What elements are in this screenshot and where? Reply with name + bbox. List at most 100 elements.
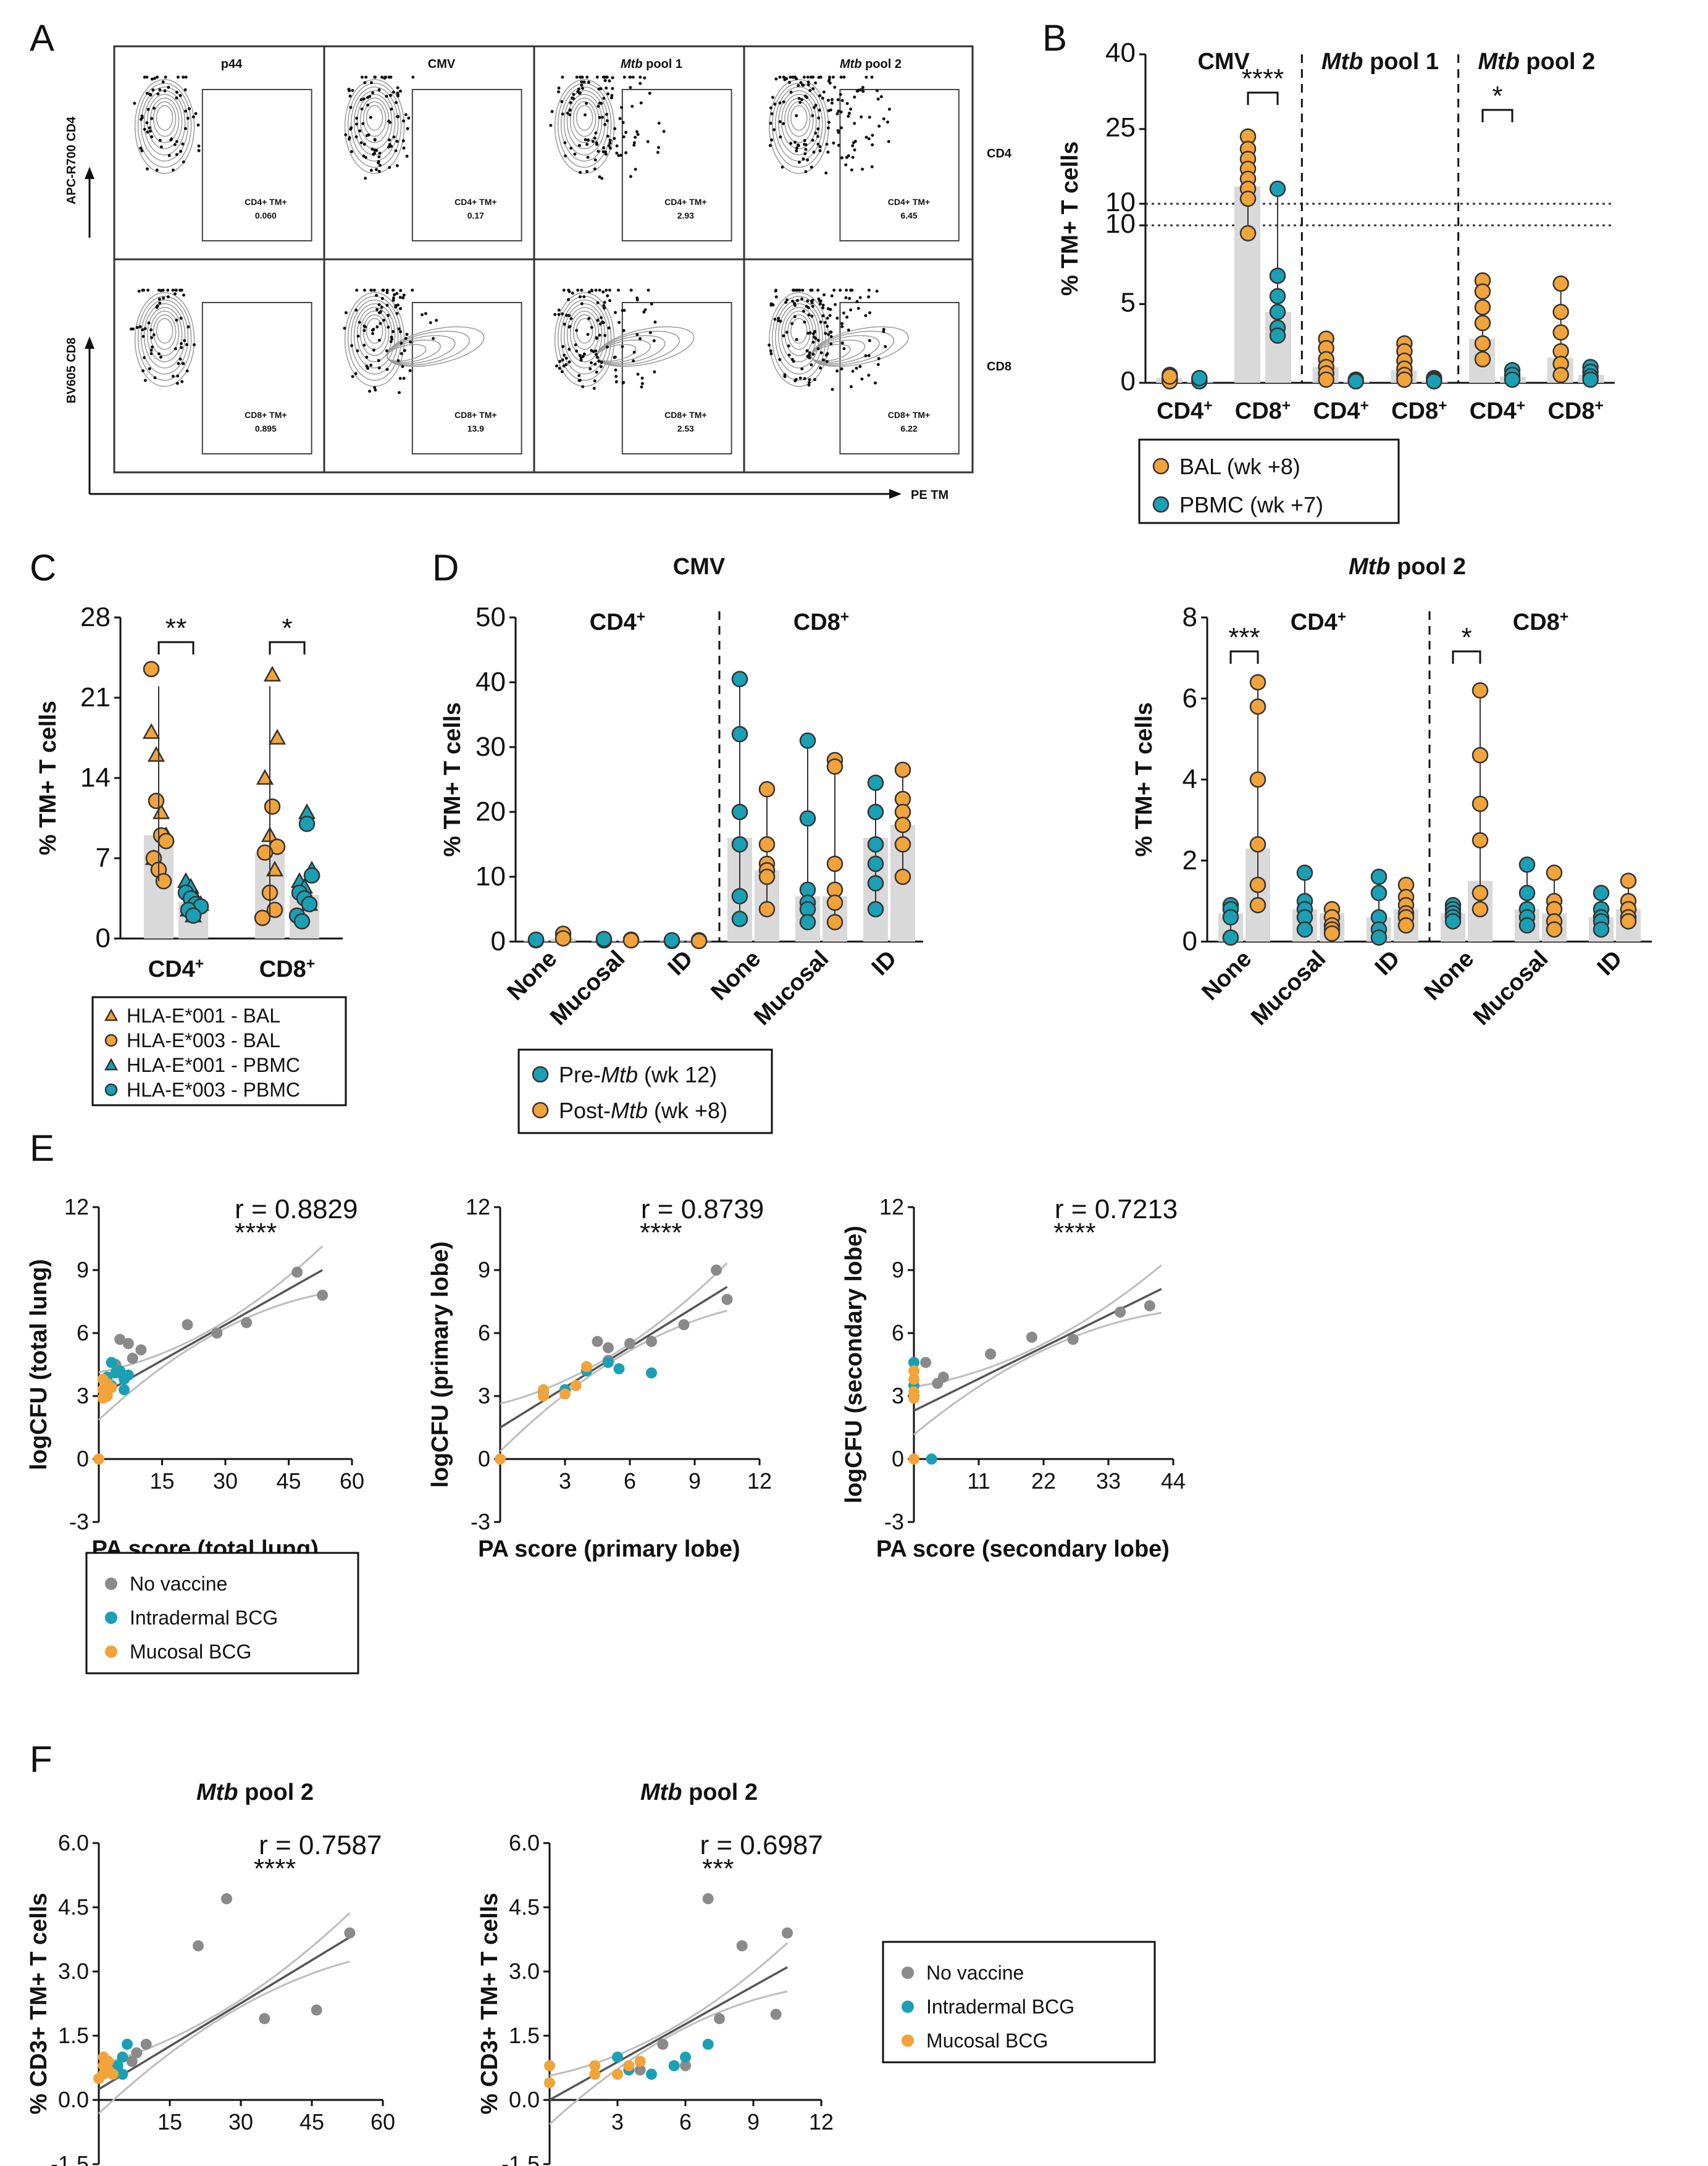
x-tick-label: 9 xyxy=(747,2109,760,2135)
data-point-teal xyxy=(908,1357,919,1368)
flow-event-dot xyxy=(806,158,810,162)
flow-gate-label: CD4+ TM+ xyxy=(664,197,706,207)
flow-contour xyxy=(560,86,609,162)
flow-event-dot xyxy=(398,296,402,299)
flow-event-dot xyxy=(656,151,659,154)
flow-event-dot xyxy=(185,343,189,346)
r-value-annotation: r = 0.8829 xyxy=(235,1194,358,1224)
flow-event-dot xyxy=(819,320,823,324)
flow-event-dot xyxy=(867,137,871,141)
data-point-grey xyxy=(680,2060,691,2072)
flow-event-dot xyxy=(184,75,188,79)
flow-event-dot xyxy=(879,95,883,99)
ci-lower-line xyxy=(548,1990,788,2125)
flow-event-dot xyxy=(778,101,782,105)
data-point-orange xyxy=(1552,275,1569,292)
flow-event-dot xyxy=(809,288,813,292)
flow-contour xyxy=(560,299,609,375)
flow-event-dot xyxy=(590,325,593,329)
flow-event-dot xyxy=(385,291,389,295)
flow-event-dot xyxy=(582,352,586,356)
flow-event-dot xyxy=(561,358,564,362)
flow-event-dot xyxy=(821,314,825,317)
subgroup-title: CD4+ xyxy=(1291,609,1346,636)
data-point-orange xyxy=(1474,314,1491,332)
significance-bracket xyxy=(1247,91,1279,105)
panel-letter-c: C xyxy=(30,547,56,588)
flow-event-dot xyxy=(640,376,644,380)
flow-event-dot xyxy=(393,293,396,297)
flow-event-dot xyxy=(356,334,360,338)
flow-event-dot xyxy=(603,306,606,310)
flow-event-dot xyxy=(779,319,782,323)
x-tick-label: 12 xyxy=(809,2109,834,2135)
flow-event-dot xyxy=(831,75,835,79)
flow-event-dot xyxy=(801,288,805,292)
significance-stars: *** xyxy=(1228,622,1260,653)
flow-event-dot xyxy=(170,137,174,141)
flow-event-dot xyxy=(133,101,136,105)
flow-event-dot xyxy=(374,168,378,172)
flow-event-dot xyxy=(176,75,180,79)
category-label: ID xyxy=(1370,946,1405,981)
flow-event-dot xyxy=(617,154,621,157)
legend-box xyxy=(517,1048,773,1134)
data-point-teal xyxy=(1191,370,1208,387)
flow-contour xyxy=(554,79,615,174)
flow-event-dot xyxy=(797,96,801,100)
flow-event-dot xyxy=(183,339,186,343)
significance-stars: **** xyxy=(1242,64,1284,94)
flow-event-dot xyxy=(852,141,855,144)
data-point-teal xyxy=(731,888,748,905)
data-point-orange xyxy=(1397,917,1415,934)
flow-event-dot xyxy=(608,79,611,83)
ci-lower-line xyxy=(913,1311,1162,1436)
ci-lower-line xyxy=(499,1310,727,1452)
data-point-orange xyxy=(1471,746,1489,764)
flow-event-dot xyxy=(364,177,367,180)
data-point-grey xyxy=(711,1265,722,1276)
flow-event-dot xyxy=(197,149,201,153)
flow-x-axis-label: PE TM xyxy=(911,488,948,502)
flow-event-dot xyxy=(399,330,403,333)
flow-event-dot xyxy=(567,314,571,317)
flow-gate xyxy=(411,302,522,454)
flow-event-dot xyxy=(572,97,576,101)
data-point-orange xyxy=(623,2060,635,2072)
data-point-grey xyxy=(211,1328,223,1339)
y-tick-label: 6.0 xyxy=(509,1830,540,1855)
flow-event-dot xyxy=(842,347,846,351)
flow-event-dot xyxy=(774,295,778,299)
flow-event-dot xyxy=(600,101,603,105)
flow-event-dot xyxy=(180,346,183,349)
flow-event-dot xyxy=(858,365,862,369)
flow-event-dot xyxy=(842,311,845,315)
data-point-teal xyxy=(612,2051,623,2063)
flow-event-dot xyxy=(636,133,640,136)
flow-event-dot xyxy=(845,288,848,292)
flow-y-arrowhead-top xyxy=(85,167,94,179)
y-tick-label: 0 xyxy=(478,1446,490,1471)
y-tick-label: 0 xyxy=(77,1446,89,1471)
flow-event-dot xyxy=(358,320,361,324)
flow-event-dot xyxy=(351,88,354,92)
flow-event-dot xyxy=(569,146,573,150)
y-tick-label: 0 xyxy=(1121,366,1136,396)
flow-event-dot xyxy=(373,138,377,141)
flow-event-dot xyxy=(592,350,595,354)
flow-event-dot xyxy=(579,170,582,174)
flow-event-dot xyxy=(847,112,851,115)
r-value-annotation: r = 0.7213 xyxy=(1055,1194,1178,1224)
flow-event-dot xyxy=(876,97,880,101)
flow-event-dot xyxy=(347,88,351,91)
legend-marker xyxy=(902,2001,914,2013)
flow-event-dot xyxy=(614,368,617,372)
data-point-teal xyxy=(185,907,202,924)
data-point-teal xyxy=(1444,913,1462,930)
flow-event-dot xyxy=(391,288,395,292)
flow-event-dot xyxy=(839,126,843,130)
flow-event-dot xyxy=(577,144,581,148)
significance-bracket xyxy=(157,641,195,654)
x-tick-label: 11 xyxy=(967,1468,990,1494)
